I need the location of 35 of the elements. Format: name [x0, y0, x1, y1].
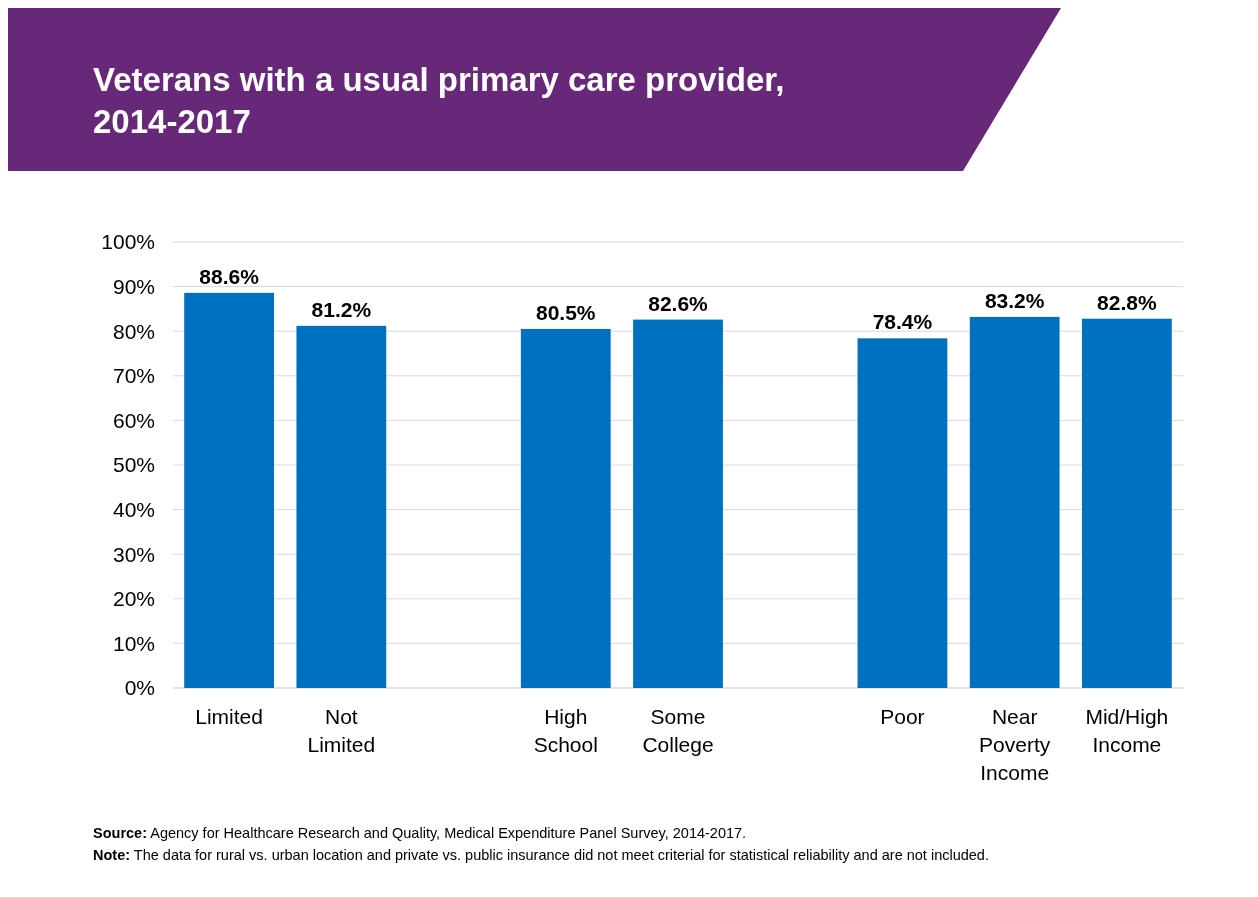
y-tick-label: 40%	[112, 497, 155, 521]
y-tick-label: 10%	[112, 631, 155, 655]
y-tick-label: 100%	[101, 230, 155, 254]
x-tick-label: Not Limited	[307, 705, 376, 756]
y-tick-label: 20%	[112, 587, 155, 611]
bar	[857, 338, 948, 688]
y-tick-label: 80%	[112, 319, 155, 343]
data-label: 81.2%	[311, 297, 372, 321]
x-tick-label: Limited	[195, 705, 263, 728]
source-note: Source: Agency for Healthcare Research and Quality, Medical Expenditure Panel Survey, 2014-2017.	[93, 825, 747, 841]
x-tick-label: Some College	[642, 705, 714, 756]
x-tick-label: Near Poverty Income	[979, 705, 1051, 784]
bar	[969, 316, 1060, 688]
data-label: 88.6%	[199, 264, 260, 288]
text: Note: The data for rural vs. urban location and private vs. public insurance did not meet criterial for statistical reliability and are not included.	[93, 847, 989, 863]
data-label: 82.6%	[648, 291, 709, 315]
x-tick-label: Poor	[880, 705, 925, 728]
bar	[1082, 318, 1172, 688]
bar	[296, 325, 387, 688]
data-label: 82.8%	[1097, 290, 1157, 314]
chart-title: Veterans with a usual primary care provider, 2014-2017	[93, 61, 785, 140]
y-tick-label: 70%	[112, 364, 155, 388]
bar	[184, 292, 274, 688]
x-tick-label: High School	[533, 705, 598, 756]
bar	[633, 319, 723, 688]
data-label: 83.2%	[984, 288, 1045, 312]
y-tick-label: 50%	[112, 453, 155, 477]
y-tick-label: 30%	[112, 542, 155, 566]
y-tick-label: 90%	[112, 274, 155, 298]
y-tick-label: 0%	[124, 676, 155, 700]
data-label: 78.4%	[872, 310, 933, 334]
x-tick-label: Mid/High Income	[1085, 705, 1169, 756]
bar	[520, 328, 611, 688]
y-tick-label: 60%	[112, 408, 155, 432]
data-label: 80.5%	[536, 300, 596, 324]
